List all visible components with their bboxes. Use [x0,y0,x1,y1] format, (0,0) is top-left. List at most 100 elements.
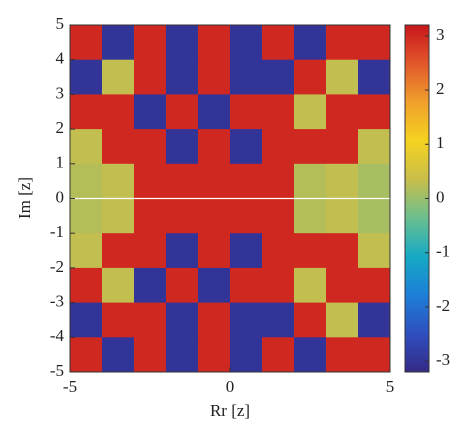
heatmap-cell [102,198,135,234]
heatmap-cell [326,337,359,373]
heatmap-cell [134,94,167,130]
heatmap-cell [134,129,167,165]
colorbar-tick-label: -2 [436,296,450,315]
heatmap-cell [294,337,327,373]
y-tick-label: -3 [50,292,64,311]
heatmap-cell [166,233,199,269]
heatmap-cell [198,302,231,338]
heatmap-cell [70,302,103,338]
heatmap-cell [198,267,231,304]
heatmap-cell [70,267,103,304]
y-tick-label: 4 [56,49,65,68]
heatmap-cell [294,59,327,95]
heatmap-cell [326,129,359,165]
heatmap-cell [358,267,391,304]
heatmap-cell [134,233,167,269]
heatmap-cell [326,233,359,269]
heatmap-cell [166,59,199,95]
y-tick-label: -2 [50,257,64,276]
heatmap-cell [230,267,263,304]
heatmap-cell [166,25,199,61]
heatmap-cell [262,59,295,95]
heatmap-cell [166,163,199,199]
heatmap-cell [294,198,327,234]
x-tick-label: 5 [386,377,395,396]
heatmap-cell [294,129,327,165]
y-tick-label: -5 [50,361,64,380]
heatmap-cell [198,198,231,234]
heatmap-cell [166,337,199,373]
heatmap-cell [230,129,263,165]
x-axis-label: Rr [z] [210,401,250,420]
heatmap-cell [70,129,103,165]
heatmap-cell [262,267,295,304]
colorbar-tick-label: 3 [436,25,445,44]
heatmap-cell [326,302,359,338]
heatmap-cell [358,59,391,95]
heatmap-cell [262,129,295,165]
y-tick-label: 2 [56,118,65,137]
heatmap-cell [230,163,263,199]
heatmap-cell [102,163,135,199]
heatmap-cell [294,25,327,61]
heatmap-cell [358,302,391,338]
heatmap-cell [198,59,231,95]
heatmap-cell [198,337,231,373]
y-axis-label: Im [z] [15,177,34,219]
heatmap-cell [326,267,359,304]
heatmap-cell [102,25,135,61]
heatmap-cell [230,25,263,61]
heatmap-cell [262,233,295,269]
heatmap-cell [230,94,263,130]
heatmap-cell [102,94,135,130]
heatmap-cell [358,129,391,165]
colorbar-tick-label: -1 [436,242,450,261]
colorbar-tick-label: 2 [436,79,445,98]
heatmap-cell [134,302,167,338]
y-tick-label: -1 [50,222,64,241]
heatmap-cell [198,94,231,130]
heatmap-cell [294,233,327,269]
heatmap-cell [166,198,199,234]
heatmap-cell [294,94,327,130]
heatmap-cell [70,25,103,61]
heatmap-cell [102,337,135,373]
heatmap-cell [326,163,359,199]
heatmap-cell [134,337,167,373]
heatmap-cell [294,302,327,338]
heatmap-cell [262,25,295,61]
heatmap-cell [70,94,103,130]
heatmap-cell [102,267,135,304]
heatmap-cell [294,163,327,199]
heatmap-cell [134,267,167,304]
y-tick-label: 1 [56,153,65,172]
heatmap-cell [134,163,167,199]
heatmap-cell [326,198,359,234]
heatmap-cell [358,94,391,130]
heatmap-cell [166,302,199,338]
heatmap-cell [198,25,231,61]
heatmap-cell [326,59,359,95]
heatmap-cell [262,163,295,199]
heatmap-cell [102,302,135,338]
y-tick-label: 5 [56,14,65,33]
heatmap-cell [134,59,167,95]
heatmap-cell [70,337,103,373]
heatmap-cell [230,198,263,234]
heatmap-cell [358,233,391,269]
heatmap-cell [198,163,231,199]
heatmap-cell [262,302,295,338]
heatmap-cell [102,129,135,165]
heatmap-cell [358,163,391,199]
heatmap-cell [198,233,231,269]
heatmap-cell [358,337,391,373]
heatmap-cell [230,233,263,269]
heatmap-cell [262,337,295,373]
heatmap-cell [166,267,199,304]
heatmap-cell [102,233,135,269]
heatmap-cell [262,94,295,130]
heatmap-cell [358,25,391,61]
heatmap-cell [198,129,231,165]
heatmap-cell [230,302,263,338]
